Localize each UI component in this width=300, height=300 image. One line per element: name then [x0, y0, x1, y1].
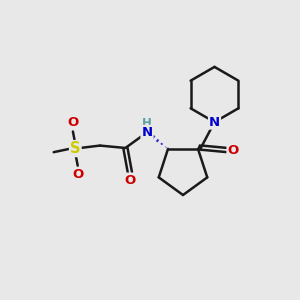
- Text: O: O: [227, 143, 239, 157]
- Text: N: N: [209, 116, 220, 129]
- Text: N: N: [141, 126, 153, 139]
- Text: O: O: [124, 174, 136, 187]
- Text: H: H: [142, 117, 152, 130]
- Polygon shape: [198, 145, 202, 151]
- Text: O: O: [67, 116, 78, 129]
- Text: S: S: [70, 141, 81, 156]
- Text: O: O: [72, 168, 83, 181]
